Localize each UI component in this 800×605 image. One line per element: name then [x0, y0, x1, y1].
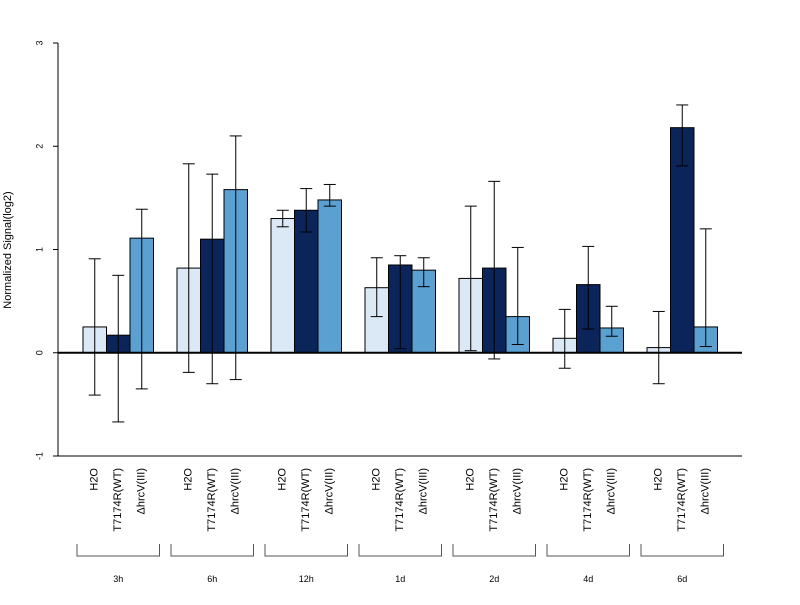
y-axis-label: Normalized Signal(log2) — [2, 191, 14, 308]
x-tick-label: H2O — [653, 468, 665, 491]
x-tick-label: H2O — [277, 468, 289, 491]
y-tick-label: 1 — [34, 247, 44, 252]
x-tick-label: T7174R(WT) — [676, 468, 688, 532]
group-bracket — [264, 544, 348, 557]
x-tick-label: ΔhrcV(III) — [136, 468, 148, 514]
group-label: 6h — [207, 574, 217, 584]
group-bracket — [452, 544, 536, 557]
group-label: 2d — [489, 574, 499, 584]
bar — [270, 218, 295, 354]
x-tick-label: ΔhrcV(III) — [606, 468, 618, 514]
error-bars — [88, 104, 712, 423]
group-bracket — [546, 544, 630, 557]
group-label: 1d — [395, 574, 405, 584]
group-bracket — [76, 544, 160, 557]
x-tick-labels: H2O T7174R(WT) ΔhrcV(III) H2O T7174R(WT) Δhrc… — [89, 468, 712, 532]
group-label: 3h — [113, 574, 123, 584]
y-tick-label: 2 — [34, 144, 44, 149]
y-tick-label: 3 — [34, 40, 44, 45]
x-tick-label: ΔhrcV(III) — [324, 468, 336, 514]
x-tick-label: ΔhrcV(III) — [418, 468, 430, 514]
x-tick-label: H2O — [371, 468, 383, 491]
y-tick-label: 0 — [34, 350, 44, 355]
group-bracket — [170, 544, 254, 557]
group-label: 6d — [677, 574, 687, 584]
x-tick-label: T7174R(WT) — [394, 468, 406, 532]
x-tick-label: T7174R(WT) — [300, 468, 312, 532]
x-tick-label: H2O — [89, 468, 101, 491]
group-bracket — [358, 544, 442, 557]
group-label: 4d — [583, 574, 593, 584]
x-tick-label: T7174R(WT) — [206, 468, 218, 532]
group-bracket — [640, 544, 724, 557]
x-tick-label: T7174R(WT) — [488, 468, 500, 532]
x-tick-label: ΔhrcV(III) — [700, 468, 712, 514]
x-tick-label: H2O — [559, 468, 571, 491]
x-tick-label: H2O — [183, 468, 195, 491]
x-tick-label: ΔhrcV(III) — [512, 468, 524, 514]
x-tick-label: T7174R(WT) — [112, 468, 124, 532]
x-tick-label: T7174R(WT) — [582, 468, 594, 532]
group-label: 12h — [299, 574, 314, 584]
x-tick-label: ΔhrcV(III) — [230, 468, 242, 514]
y-axis: -1 0 1 2 3 — [34, 40, 59, 460]
group-brackets: 3h 6h 12h 1d 2d 4d 6d — [76, 544, 724, 584]
y-tick-label: -1 — [34, 452, 44, 460]
x-tick-label: H2O — [465, 468, 477, 491]
bar — [317, 199, 342, 354]
